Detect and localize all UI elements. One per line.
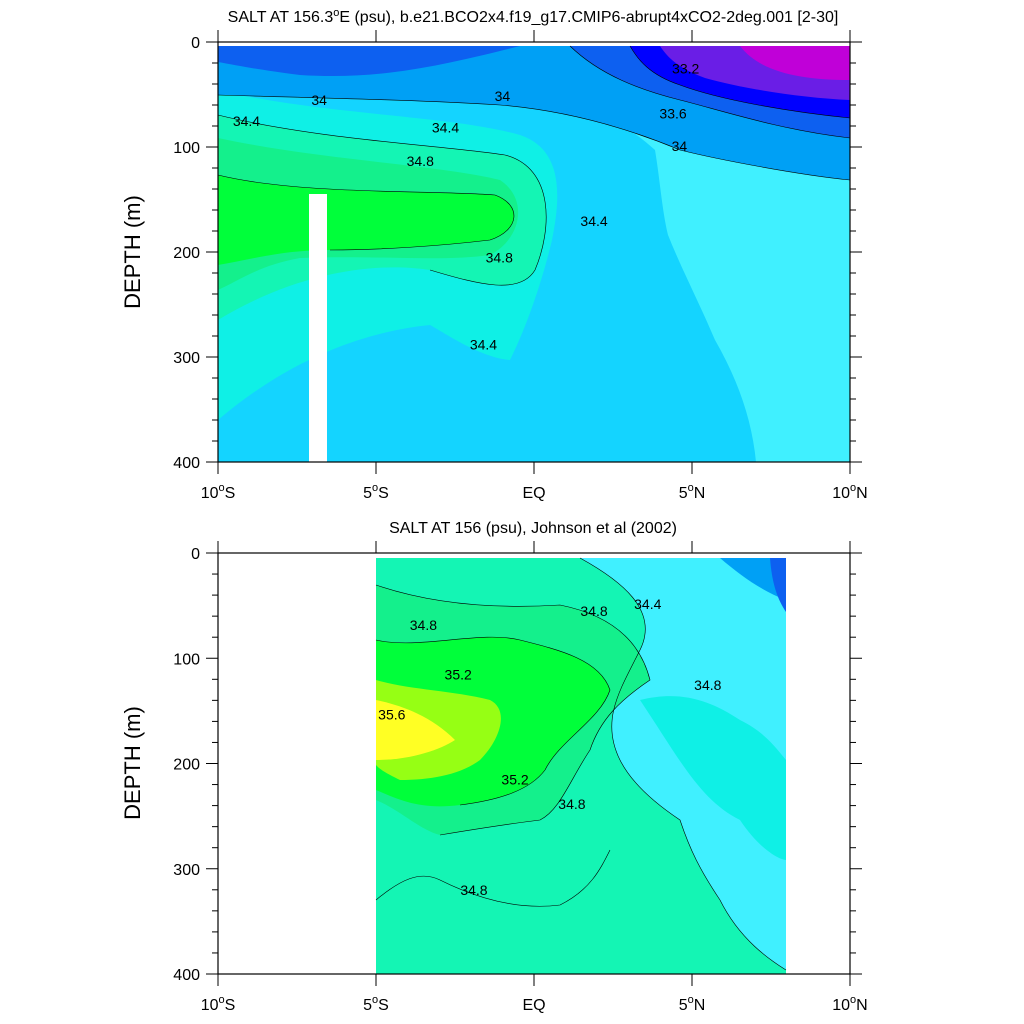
contour-label: 34 [311, 92, 327, 108]
contour-label-layer: 34 34 34.4 34.4 34.8 34.8 34.4 34.4 33.2 33.6 34 [233, 61, 700, 353]
plot-area [217, 45, 851, 462]
contour-label: 34.4 [432, 119, 459, 135]
fill-35-2 [218, 175, 514, 265]
fill-34-4-corner [720, 558, 786, 600]
contour-label: 34.8 [460, 882, 487, 898]
y-tick-label: 100 [173, 651, 200, 668]
x-tick-label: 10oS [201, 994, 236, 1014]
y-tick-label: 400 [173, 455, 200, 472]
contour-34-0 [217, 94, 851, 181]
missing-data-column [309, 194, 327, 462]
contour-34-right [569, 45, 851, 139]
contour-33-6 [629, 45, 851, 119]
contour-label: 35.6 [378, 706, 405, 722]
contour-label: 34.8 [407, 153, 434, 169]
fill-34-6-east [640, 696, 786, 860]
contour-35-2 [375, 636, 611, 806]
x-tick-label: 10oN [832, 482, 867, 502]
contour-label: 33.2 [672, 61, 699, 77]
contour-34-8-outer [375, 584, 651, 836]
x-tick-label: 10oS [201, 482, 236, 502]
y-axis-title: DEPTH (m) [120, 195, 145, 309]
model-salinity-panel: SALT AT 156.3oE (psu), b.e21.BCO2x4.f19_… [120, 7, 868, 502]
fill-34-0-left [218, 46, 520, 77]
y-tick-label: 300 [173, 350, 200, 367]
contour-label: 34.8 [694, 677, 721, 693]
contour-label: 34.4 [580, 213, 607, 229]
fill-34-0-corner [770, 558, 786, 612]
fill-32-8 [740, 46, 850, 80]
contour-label: 34.8 [580, 603, 607, 619]
x-tick-label: 5oN [679, 482, 706, 502]
contour-label: 34 [672, 138, 688, 154]
contour-label: 34.4 [634, 596, 661, 612]
x-tick-label: 10oN [832, 994, 867, 1014]
contour-label-layer: 34.8 35.2 35.6 35.2 34.8 34.4 34.8 34.8 34.8 [378, 596, 721, 898]
x-tick-label: 5oN [679, 994, 706, 1014]
y-tick-label: 200 [173, 245, 200, 262]
y-tick-label: 300 [173, 862, 200, 879]
contour-label: 34.8 [558, 796, 585, 812]
chart-title: SALT AT 156 (psu), Johnson et al (2002) [389, 520, 677, 537]
contour-34-8-deep [375, 849, 611, 907]
x-tick-label: 5oS [363, 994, 389, 1014]
y-axis-title: DEPTH (m) [120, 706, 145, 820]
y-tick-label: 0 [191, 546, 200, 563]
contour-label: 34.8 [410, 617, 437, 633]
x-tick-label: 5oS [363, 482, 389, 502]
fill-35-6 [376, 700, 455, 760]
contour-label: 35.2 [501, 772, 528, 788]
contour-34-4-east [579, 557, 787, 971]
contour-label: 33.6 [659, 106, 686, 122]
contour-label: 34.4 [470, 337, 497, 353]
chart-title: SALT AT 156.3oE (psu), b.e21.BCO2x4.f19_… [228, 7, 839, 26]
y-tick-label: 100 [173, 140, 200, 157]
x-tick-label: EQ [522, 485, 545, 502]
contour-label: 34 [495, 88, 511, 104]
x-tick-label: EQ [522, 997, 545, 1014]
contour-label: 34.4 [233, 113, 260, 129]
contour-34-8 [217, 174, 515, 251]
y-tick-label: 200 [173, 757, 200, 774]
plot-area [375, 557, 787, 974]
contour-label: 35.2 [445, 666, 472, 682]
observed-salinity-panel: SALT AT 156 (psu), Johnson et al (2002) … [120, 520, 868, 1014]
contour-label: 34.8 [486, 250, 513, 266]
y-tick-label: 0 [191, 35, 200, 52]
y-tick-label: 400 [173, 967, 200, 984]
